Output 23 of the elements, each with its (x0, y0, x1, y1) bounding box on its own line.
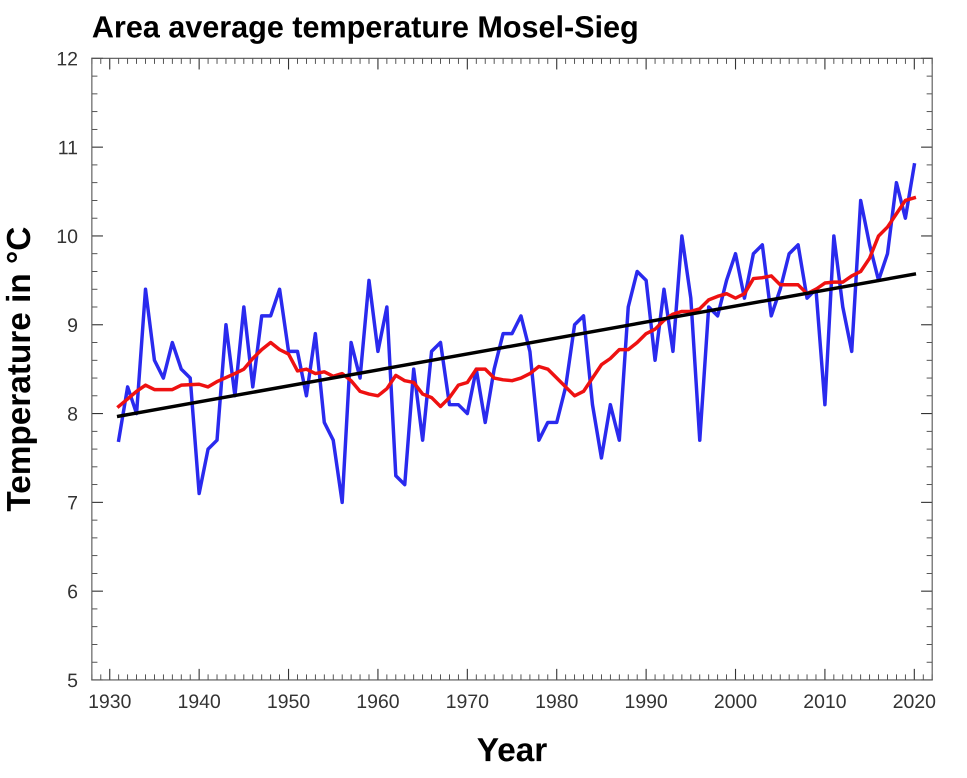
x-tick-label: 2010 (804, 694, 846, 708)
y-tick-label: 12 (58, 52, 77, 66)
y-tick-label: 7 (68, 496, 77, 510)
x-tick-label: 2020 (894, 694, 936, 708)
chart-title: Area average temperature Mosel-Sieg (92, 15, 637, 44)
x-tick-label: 1990 (626, 694, 667, 708)
x-tick-label: 1980 (536, 694, 578, 708)
y-tick-label: 5 (68, 674, 78, 688)
x-tick-label: 1940 (178, 694, 220, 708)
x-tick-label: 1950 (268, 694, 310, 708)
x-tick-label: 1960 (358, 694, 399, 708)
x-tick-label: 1930 (90, 694, 131, 708)
line-series (116, 196, 916, 408)
y-tick-label: 10 (58, 229, 78, 244)
y-tick-label: 6 (68, 584, 78, 598)
y-tick-label: 8 (68, 407, 78, 421)
y-tick-label: 11 (59, 140, 78, 154)
x-tick-label: 1970 (447, 694, 488, 708)
x-axis-title: Year (477, 738, 547, 762)
line-series (116, 163, 916, 504)
x-tick-label: 2000 (714, 694, 756, 708)
y-axis-title: Temperature in °C (6, 228, 37, 512)
y-tick-label: 9 (68, 318, 78, 332)
